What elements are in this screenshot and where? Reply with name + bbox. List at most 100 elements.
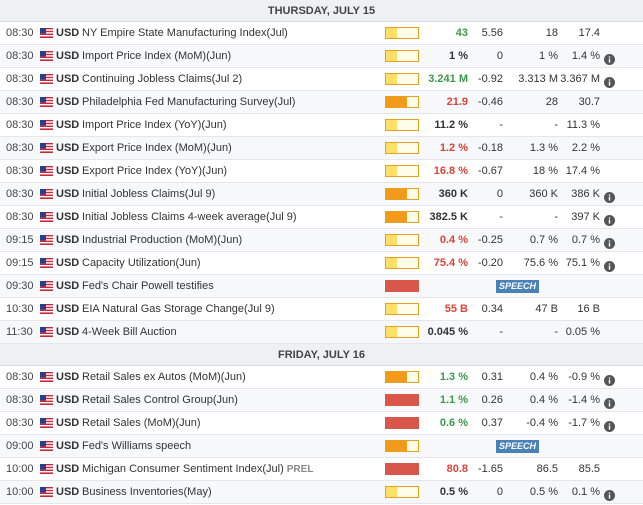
previous-value: 11.3 % — [566, 119, 600, 131]
consensus-value: 1.3 % — [529, 142, 558, 154]
event-name[interactable]: Fed's Chair Powell testifies — [82, 275, 382, 297]
event-name[interactable]: Initial Jobless Claims 4-week average(Ju… — [82, 206, 382, 228]
speech-badge: SPEECH — [496, 280, 540, 293]
actual-value: 1 % — [449, 50, 468, 62]
event-row[interactable]: 08:30 USD NY Empire State Manufacturing In… — [0, 22, 643, 45]
event-name[interactable]: Industrial Production (MoM)(Jun) — [82, 229, 382, 251]
event-time: 08:30 — [6, 188, 34, 200]
volatility-indicator — [385, 257, 419, 269]
event-currency: USD — [56, 211, 80, 223]
deviation-value: - — [499, 326, 503, 338]
event-currency: USD — [56, 417, 80, 429]
event-name[interactable]: Retail Sales Control Group(Jun) — [82, 389, 382, 411]
previous-value: 0.7 % — [571, 234, 600, 246]
us-flag-icon — [40, 464, 53, 474]
consensus-value: 0.4 % — [529, 394, 558, 406]
event-row[interactable]: 08:30 USD Retail Sales (MoM)(Jun) 0.6 % 0.37… — [0, 412, 643, 435]
event-row[interactable]: 08:30 USD Continuing Jobless Claims(Jul 2)… — [0, 68, 643, 91]
event-row[interactable]: 09:00 USD Fed's Williams speech SPEECH — [0, 435, 643, 458]
consensus-value: 75.6 % — [523, 257, 558, 269]
event-name[interactable]: 4-Week Bill Auction — [82, 321, 382, 343]
actual-value: 21.9 — [446, 96, 468, 108]
volatility-indicator — [385, 463, 419, 475]
us-flag-icon — [40, 258, 53, 268]
consensus-value: 18 — [545, 27, 558, 39]
event-row[interactable]: 08:30 USD Retail Sales Control Group(Jun) 1… — [0, 389, 643, 412]
info-icon[interactable] — [604, 189, 615, 203]
us-flag-icon — [40, 441, 53, 451]
info-icon[interactable] — [604, 51, 615, 65]
event-currency: USD — [56, 371, 80, 383]
event-row[interactable]: 09:15 USD Capacity Utilization(Jun) 75.4 % -… — [0, 252, 643, 275]
event-row[interactable]: 08:30 USD Import Price Index (YoY)(Jun) 11.… — [0, 114, 643, 137]
event-name[interactable]: Export Price Index (MoM)(Jun) — [82, 137, 382, 159]
event-name[interactable]: Capacity Utilization(Jun) — [82, 252, 382, 274]
deviation-value: -0.18 — [477, 142, 503, 154]
event-currency: USD — [56, 73, 80, 85]
previous-value: 75.1 % — [565, 257, 600, 269]
event-currency: USD — [56, 257, 80, 269]
event-time: 10:00 — [6, 486, 34, 498]
event-row[interactable]: 08:30 USD Export Price Index (YoY)(Jun) 16.… — [0, 160, 643, 183]
volatility-indicator — [385, 211, 419, 223]
actual-value: 80.8 — [446, 463, 468, 475]
event-row[interactable]: 08:30 USD Philadelphia Fed Manufacturing S… — [0, 91, 643, 114]
previous-value: 397 K — [571, 211, 600, 223]
event-name[interactable]: Continuing Jobless Claims(Jul 2) — [82, 68, 382, 90]
event-row[interactable]: 10:30 USD EIA Natural Gas Storage Change(J… — [0, 298, 643, 321]
event-row[interactable]: 09:30 USD Fed's Chair Powell testifies SPEE… — [0, 275, 643, 298]
event-title: Continuing Jobless Claims(Jul 2) — [82, 73, 243, 85]
info-icon[interactable] — [604, 235, 615, 249]
event-row[interactable]: 08:30 USD Initial Jobless Claims(Jul 9) 360… — [0, 183, 643, 206]
deviation-value: 0.34 — [481, 303, 503, 315]
event-row[interactable]: 10:00 USD Michigan Consumer Sentiment Inde… — [0, 458, 643, 481]
consensus-value: 47 B — [535, 303, 558, 315]
event-row[interactable]: 09:15 USD Industrial Production (MoM)(Jun)… — [0, 229, 643, 252]
actual-value: 0.045 % — [427, 326, 468, 338]
info-icon[interactable] — [604, 487, 615, 501]
info-icon[interactable] — [604, 212, 615, 226]
event-title: Retail Sales (MoM)(Jun) — [82, 417, 201, 429]
event-currency: USD — [56, 165, 80, 177]
event-name[interactable]: Import Price Index (YoY)(Jun) — [82, 114, 382, 136]
event-name[interactable]: Initial Jobless Claims(Jul 9) — [82, 183, 382, 205]
event-name[interactable]: Philadelphia Fed Manufacturing Survey(Ju… — [82, 91, 382, 113]
event-name[interactable]: Business Inventories(May) — [82, 481, 382, 503]
event-row[interactable]: 08:30 USD Initial Jobless Claims 4-week av… — [0, 206, 643, 229]
event-time: 08:30 — [6, 165, 34, 177]
actual-value: 1.1 % — [439, 394, 468, 406]
event-time: 09:30 — [6, 280, 34, 292]
us-flag-icon — [40, 166, 53, 176]
event-time: 08:30 — [6, 371, 34, 383]
event-name[interactable]: NY Empire State Manufacturing Index(Jul) — [82, 22, 382, 44]
info-icon[interactable] — [604, 74, 615, 88]
deviation-value: -0.67 — [477, 165, 503, 177]
event-name[interactable]: Import Price Index (MoM)(Jun) — [82, 45, 382, 67]
event-name[interactable]: EIA Natural Gas Storage Change(Jul 9) — [82, 298, 382, 320]
event-row[interactable]: 10:00 USD Business Inventories(May) 0.5 % 0 0… — [0, 481, 643, 504]
deviation-value: - — [499, 211, 503, 223]
previous-value: 85.5 — [578, 463, 600, 475]
event-currency: USD — [56, 119, 80, 131]
event-row[interactable]: 08:30 USD Retail Sales ex Autos (MoM)(Jun)… — [0, 366, 643, 389]
event-name[interactable]: Export Price Index (YoY)(Jun) — [82, 160, 382, 182]
info-icon[interactable] — [604, 418, 615, 432]
deviation-value: 0.31 — [481, 371, 503, 383]
event-title: Industrial Production (MoM)(Jun) — [82, 234, 243, 246]
event-row[interactable]: 11:30 USD 4-Week Bill Auction 0.045 % - -0.05… — [0, 321, 643, 344]
info-icon[interactable] — [604, 258, 615, 272]
event-name[interactable]: Retail Sales (MoM)(Jun) — [82, 412, 382, 434]
event-row[interactable]: 08:30 USD Import Price Index (MoM)(Jun) 1 %… — [0, 45, 643, 68]
event-name[interactable]: Michigan Consumer Sentiment Index(Jul) PR… — [82, 458, 382, 480]
volatility-fill — [386, 235, 397, 245]
day-header: THURSDAY, JULY 15 — [0, 0, 643, 22]
info-icon[interactable] — [604, 395, 615, 409]
info-icon[interactable] — [604, 372, 615, 386]
event-row[interactable]: 08:30 USD Export Price Index (MoM)(Jun) 1.2… — [0, 137, 643, 160]
event-name[interactable]: Retail Sales ex Autos (MoM)(Jun) — [82, 366, 382, 388]
volatility-fill — [386, 143, 397, 153]
event-name[interactable]: Fed's Williams speech — [82, 435, 382, 457]
previous-value: 2.2 % — [571, 142, 600, 154]
previous-value: -1.4 % — [568, 394, 600, 406]
deviation-value: 0 — [496, 50, 503, 62]
